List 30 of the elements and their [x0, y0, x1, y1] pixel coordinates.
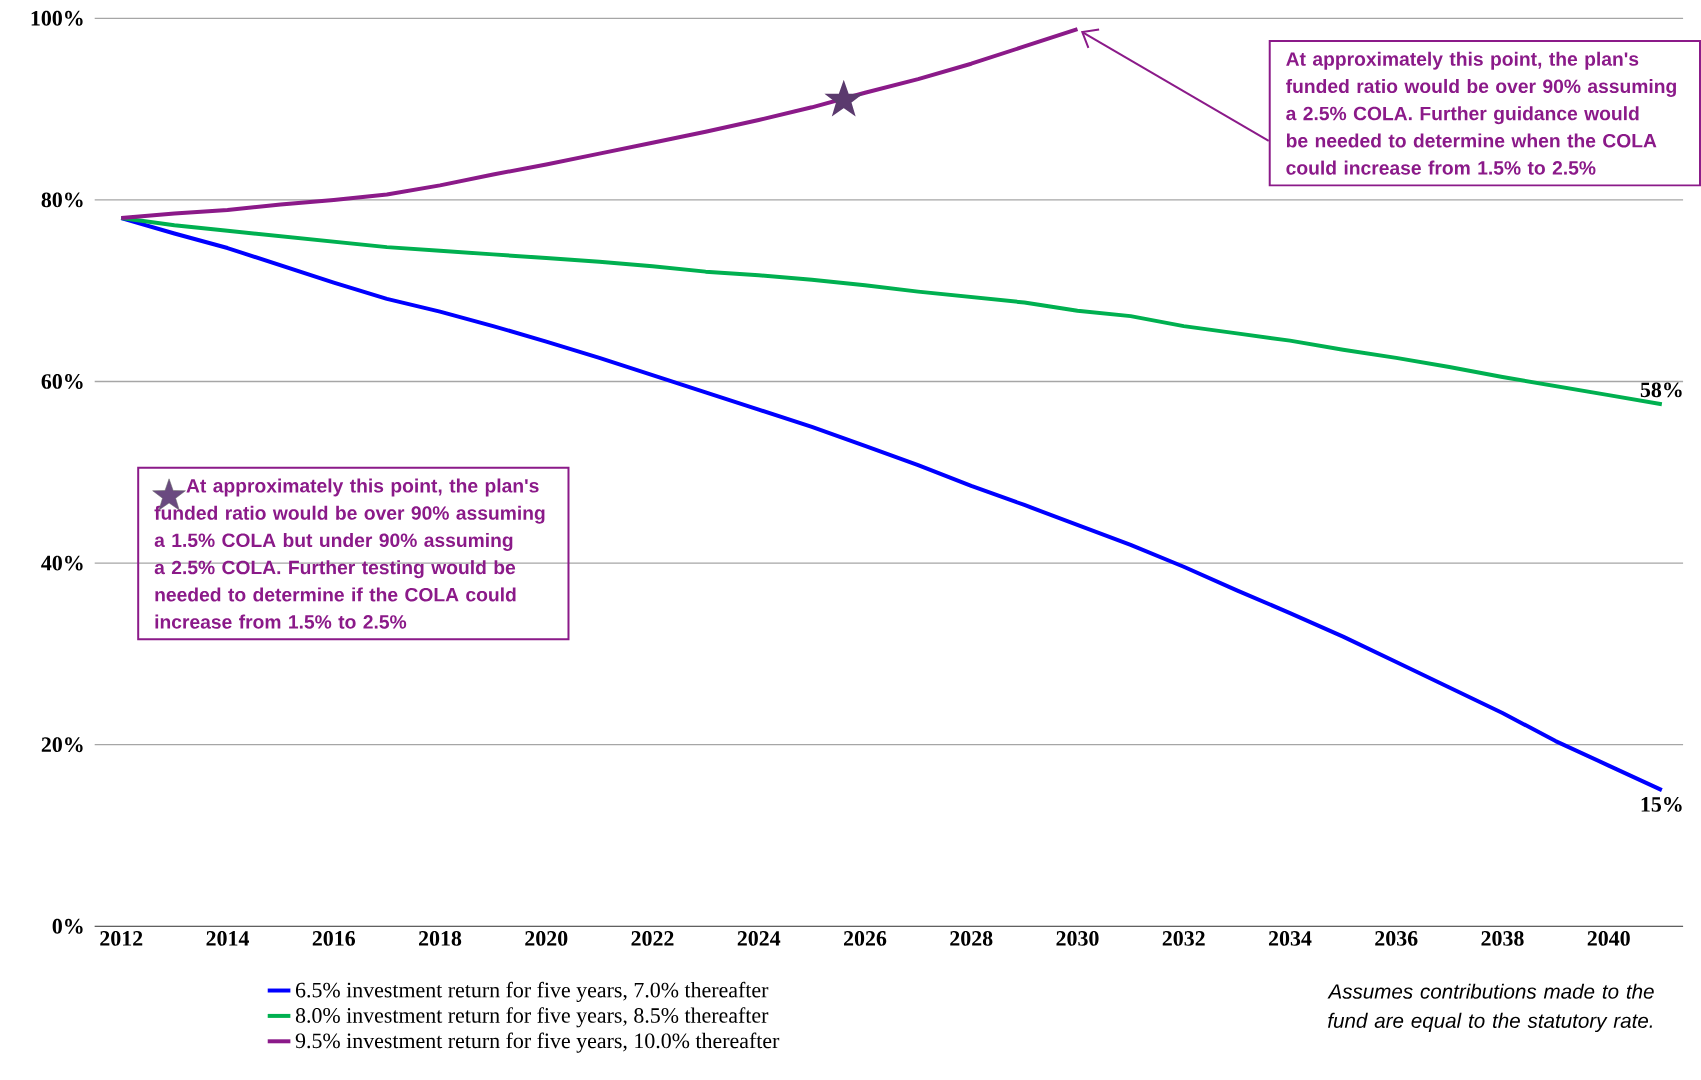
x-tick-label: 2038	[1481, 931, 1524, 946]
x-tick-label: 2022	[631, 931, 674, 946]
legend-label: 9.5% investment return for five years, 10.0% thereafter	[295, 1032, 780, 1053]
x-tick-label: 2032	[1162, 931, 1205, 946]
x-tick-label: 2018	[419, 931, 462, 946]
x-tick-label: 2026	[843, 931, 887, 946]
data-label: 58%	[1640, 382, 1682, 398]
x-tick-label: 2036	[1375, 931, 1418, 946]
x-tick-label: 2040	[1587, 931, 1630, 946]
data-label: 15%	[1641, 797, 1682, 813]
y-tick-label: 40%	[41, 555, 83, 571]
y-tick-label: 100%	[31, 11, 83, 26]
x-tick-label: 2028	[950, 931, 993, 946]
text: Assumes contributions made to the fund are equal to the statutory rate.	[1327, 983, 1654, 1033]
y-tick-label: 80%	[41, 192, 83, 208]
line-series	[119, 27, 1080, 221]
annotation: At approximately this point, the plan's funded ratio would be over 90% assuming a 2.5% COLA. Further guidance would be needed to determine when the COLA could increase from 1.5% to 2.5%	[1285, 51, 1676, 175]
x-tick-label: 2012	[100, 931, 143, 946]
x-tick-label: 2030	[1056, 931, 1099, 946]
x-tick-label: 2024	[737, 931, 781, 946]
y-tick-label: 0%	[52, 919, 83, 934]
x-tick-label: 2034	[1268, 931, 1312, 946]
x-tick-label: 2014	[206, 931, 249, 946]
annotation: At approximately this point, the plan's funded ratio would be over 90% assuming a 1.5% COLA but under 90% assuming a 2.5% COLA. Further testing would be needed to determine if the COLA could increase from 1.5% to 2.5%	[154, 478, 545, 629]
y-tick-label: 60%	[41, 374, 83, 390]
y-tick-label: 20%	[41, 737, 83, 753]
legend-label: 6.5% investment return for five years, 7.0% thereafter	[295, 981, 769, 1003]
x-tick-label: 2020	[525, 931, 568, 946]
legend-label: 8.0% investment return for five years, 8.5% thereafter	[295, 1007, 769, 1028]
x-tick-label: 2016	[312, 931, 356, 946]
